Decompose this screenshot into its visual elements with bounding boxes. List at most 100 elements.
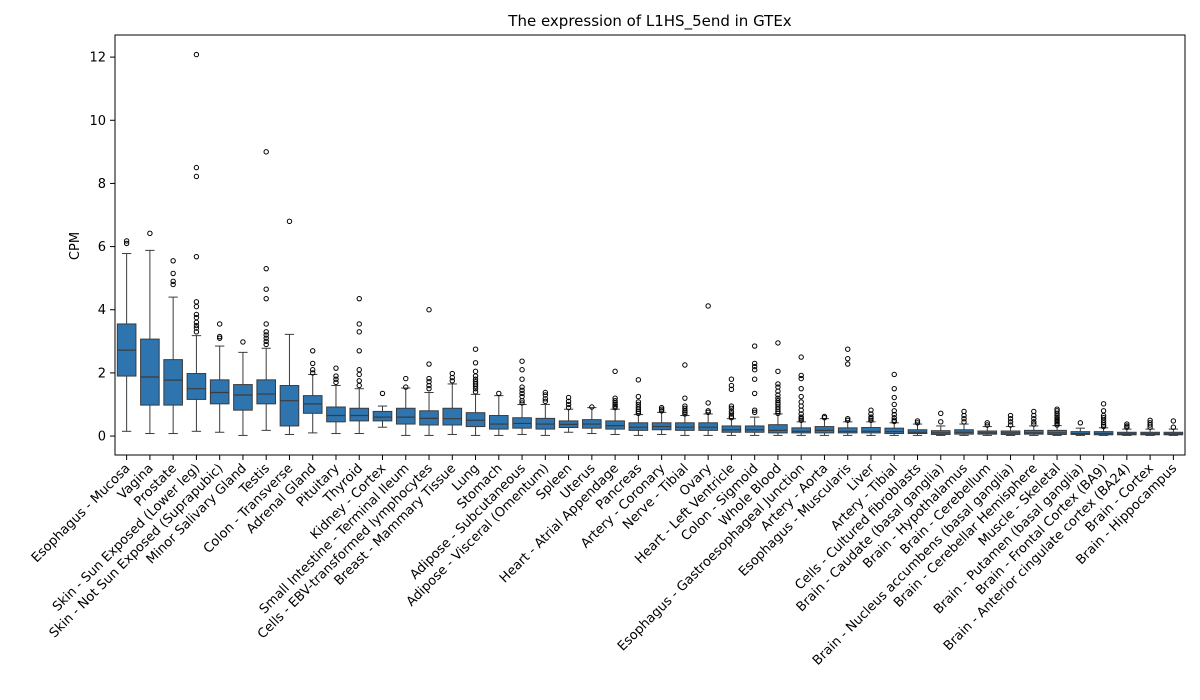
outlier-point	[635, 393, 642, 400]
box-group	[512, 358, 532, 435]
outlier-point	[1007, 422, 1014, 428]
outlier-point	[775, 401, 781, 408]
outlier-point	[403, 384, 409, 390]
y-tick-label: 4	[98, 303, 106, 318]
outlier-point	[961, 419, 967, 425]
box	[744, 425, 765, 433]
outlier-point	[263, 341, 269, 348]
box-group	[1163, 418, 1184, 436]
outlier-point	[751, 390, 758, 397]
outlier-point	[1054, 406, 1060, 412]
outlier-point	[775, 368, 781, 375]
y-tick-label: 2	[98, 366, 106, 381]
outlier-point	[1147, 417, 1153, 423]
box-group	[977, 420, 998, 436]
outlier-point	[170, 258, 176, 264]
outlier-point	[891, 417, 897, 423]
box-group	[1000, 412, 1021, 436]
outlier-point	[914, 418, 921, 424]
box	[791, 427, 811, 434]
box	[465, 412, 486, 428]
outlier-point	[472, 346, 479, 352]
outlier-point	[426, 385, 432, 392]
outlier-point	[519, 376, 525, 382]
outlier-point	[310, 370, 316, 376]
box	[814, 426, 835, 434]
outlier-point	[1031, 421, 1037, 427]
box-group	[744, 343, 765, 436]
box-group	[907, 418, 928, 436]
outlier-point	[635, 401, 642, 408]
outlier-point	[938, 419, 944, 425]
outlier-point	[658, 406, 665, 412]
outlier-point	[449, 370, 455, 377]
outlier-point	[751, 363, 758, 370]
box-group	[698, 303, 718, 436]
outlier-point	[775, 397, 781, 404]
box-group	[395, 375, 416, 436]
outlier-point	[542, 389, 549, 396]
box-group	[209, 321, 230, 433]
outlier-point	[868, 407, 874, 413]
box-group	[372, 390, 393, 428]
outlier-point	[286, 218, 293, 225]
box	[884, 427, 905, 435]
outlier-point	[170, 270, 176, 277]
outlier-point	[403, 375, 409, 382]
outlier-point	[845, 346, 851, 352]
outlier-point	[868, 414, 874, 420]
outlier-point	[1007, 412, 1014, 419]
outlier-point	[1170, 418, 1177, 424]
outlier-point	[193, 299, 200, 305]
outlier-point	[845, 361, 851, 367]
outlier-point	[682, 405, 688, 411]
outlier-point	[123, 238, 130, 244]
outlier-point	[333, 376, 339, 382]
outlier-point	[472, 360, 479, 366]
outlier-point	[798, 399, 804, 405]
outlier-point	[984, 420, 990, 426]
outlier-point	[1100, 420, 1107, 426]
outlier-point	[193, 325, 200, 331]
outlier-point	[658, 404, 665, 411]
y-axis: 0 2 4 6 8 10 12	[89, 51, 115, 445]
outlier-point	[914, 420, 921, 426]
box-group	[721, 376, 742, 436]
box-group	[582, 404, 602, 435]
y-tick-label: 8	[98, 177, 106, 192]
outlier-point	[938, 410, 944, 417]
y-tick-label: 12	[89, 51, 106, 66]
outlier-point	[1077, 420, 1084, 426]
box	[675, 422, 695, 431]
box	[1024, 429, 1044, 435]
box-group	[605, 368, 625, 435]
box-group	[489, 390, 509, 436]
outlier-point	[798, 385, 804, 392]
outlier-point	[728, 413, 735, 420]
box-group	[814, 413, 835, 436]
outlier-point	[612, 401, 618, 408]
y-axis-label: CPM	[68, 232, 83, 260]
outlier-point	[635, 404, 642, 410]
box-group	[628, 377, 649, 436]
outlier-point	[193, 322, 200, 329]
outlier-point	[845, 415, 851, 422]
box	[302, 395, 323, 414]
outlier-point	[170, 281, 176, 288]
outlier-point	[705, 408, 711, 414]
outlier-point	[193, 51, 200, 58]
box	[140, 338, 160, 406]
outlier-point	[519, 393, 525, 400]
outlier-point	[356, 371, 362, 378]
outlier-point	[868, 411, 874, 417]
outlier-point	[961, 415, 967, 422]
box-group	[116, 238, 137, 432]
outlier-point	[565, 404, 572, 411]
box-group	[535, 389, 556, 436]
outlier-point	[612, 368, 618, 375]
outlier-point	[751, 409, 758, 416]
outlier-point	[1007, 419, 1014, 425]
box	[256, 379, 276, 405]
